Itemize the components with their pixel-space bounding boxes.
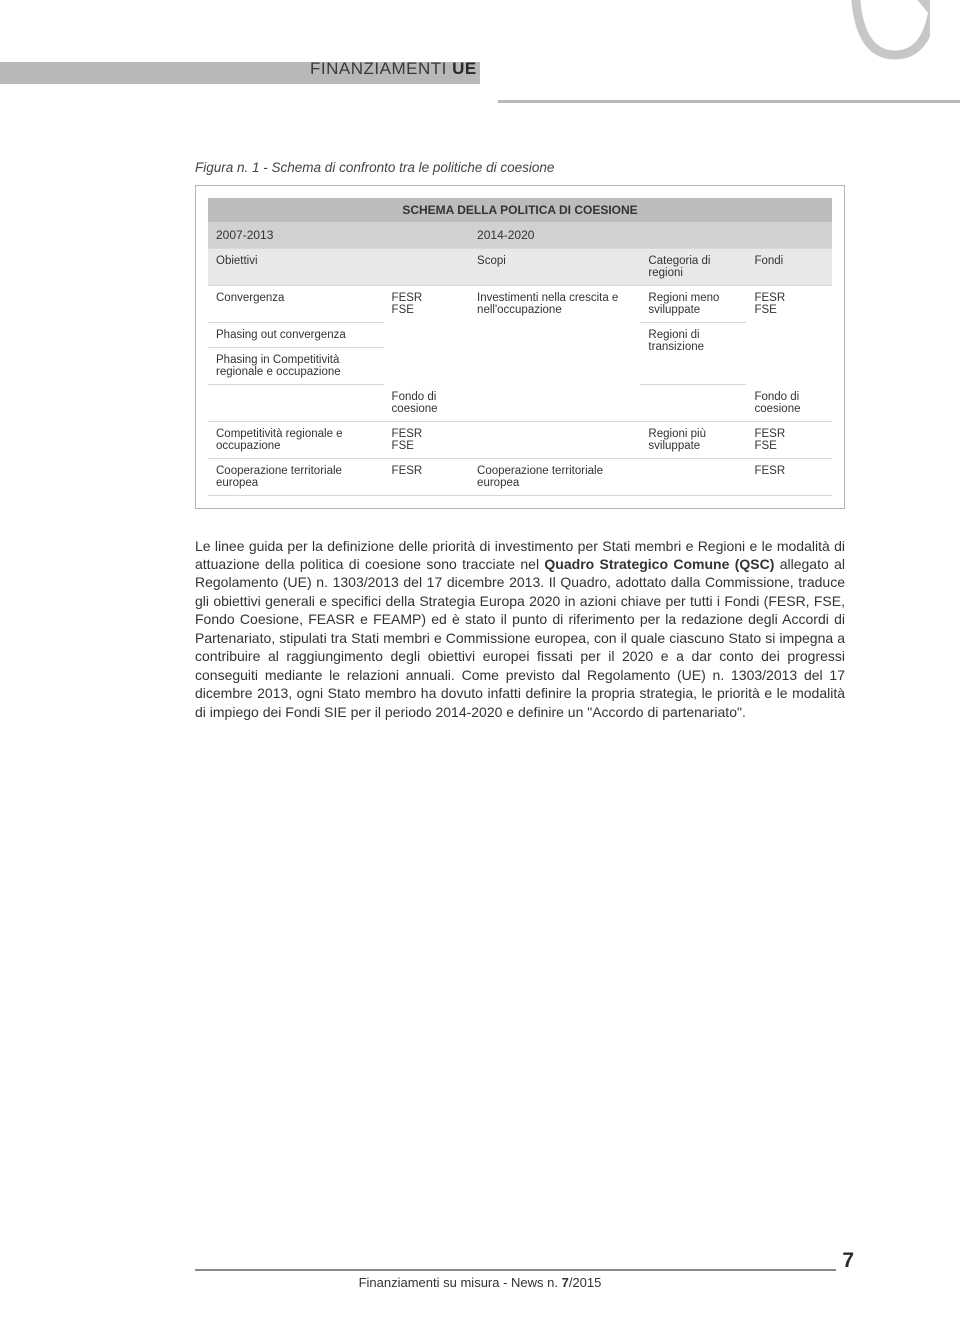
cell: Regioni più sviluppate <box>640 421 746 458</box>
subhead-cell: Scopi <box>469 249 640 286</box>
footer-rule <box>195 1269 845 1271</box>
table-row: Cooperazione territoriale europea FESR C… <box>208 458 832 495</box>
footer-text-after: /2015 <box>569 1275 602 1290</box>
cell <box>469 421 640 458</box>
subhead-cell: Categoria di regioni <box>640 249 746 286</box>
footer-text: Finanziamenti su misura - News n. 7/2015 <box>0 1275 960 1290</box>
cell <box>640 385 746 422</box>
corner-logo-icon <box>840 0 930 80</box>
schema-container: SCHEMA DELLA POLITICA DI COESIONE 2007-2… <box>195 185 845 509</box>
cell: FESR FSE <box>384 421 470 458</box>
page-header: FINANZIAMENTI UE <box>0 0 960 120</box>
cell: FESR <box>384 458 470 495</box>
table-row: Obiettivi Scopi Categoria di regioni Fon… <box>208 249 832 286</box>
header-title-light: FINANZIAMENTI <box>310 59 447 78</box>
table-row: 2007-2013 2014-2020 <box>208 222 832 249</box>
cell: FESR FSE <box>746 421 832 458</box>
cell <box>640 458 746 495</box>
cell <box>384 323 470 348</box>
cell: Phasing out convergenza <box>208 323 384 348</box>
cell <box>208 385 384 422</box>
cell: Phasing in Competitività regionale e occ… <box>208 348 384 385</box>
table-row: Convergenza FESR FSE Investimenti nella … <box>208 286 832 323</box>
cell: Cooperazione territoriale europea <box>208 458 384 495</box>
subhead-cell: Fondi <box>746 249 832 286</box>
cell: FESR <box>746 458 832 495</box>
schema-table: 2007-2013 2014-2020 Obiettivi Scopi Cate… <box>208 222 832 496</box>
cell: Fondo di coesione <box>746 385 832 422</box>
cell: Convergenza <box>208 286 384 323</box>
cell: Regioni di transizione <box>640 323 746 385</box>
cell <box>384 348 470 385</box>
page-footer: 7 Finanziamenti su misura - News n. 7/20… <box>0 1261 960 1291</box>
figure-caption: Figura n. 1 - Schema di confronto tra le… <box>195 160 845 175</box>
schema-title: SCHEMA DELLA POLITICA DI COESIONE <box>208 198 832 222</box>
period-right: 2014-2020 <box>469 222 832 249</box>
cell: Fondo di coesione <box>384 385 470 422</box>
body-paragraph: Le linee guida per la definizione delle … <box>195 537 845 722</box>
table-row: Competitività regionale e occupazione FE… <box>208 421 832 458</box>
footer-text-bold: 7 <box>562 1275 569 1290</box>
page-content: Figura n. 1 - Schema di confronto tra le… <box>0 120 960 721</box>
page-number: 7 <box>836 1249 860 1273</box>
header-title: FINANZIAMENTI UE <box>310 59 477 79</box>
cell: Cooperazione territoriale europea <box>469 458 640 495</box>
cell: FESR FSE <box>384 286 470 323</box>
subhead-cell: Obiettivi <box>208 249 384 286</box>
subhead-cell <box>384 249 470 286</box>
period-left: 2007-2013 <box>208 222 469 249</box>
cell <box>746 323 832 348</box>
footer-text-light: Finanziamenti su misura - News n. <box>359 1275 562 1290</box>
cell: FESR FSE <box>746 286 832 323</box>
cell <box>746 348 832 385</box>
cell: Investimenti nella crescita e nell'occup… <box>469 286 640 422</box>
header-bar-right <box>498 100 960 103</box>
cell: Regioni meno sviluppate <box>640 286 746 323</box>
cell: Competitività regionale e occupazione <box>208 421 384 458</box>
header-title-bold: UE <box>452 59 477 78</box>
